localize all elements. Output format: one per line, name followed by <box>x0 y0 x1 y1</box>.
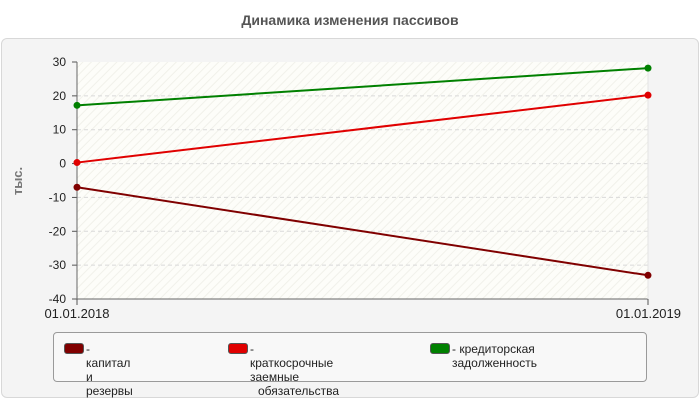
chart-title: Динамика изменения пассивов <box>241 12 459 28</box>
y-tick-label: -20 <box>49 224 67 238</box>
data-point[interactable] <box>73 101 81 109</box>
data-point[interactable] <box>73 159 81 167</box>
y-tick-label: 30 <box>53 55 67 69</box>
y-tick-label: 10 <box>53 123 67 137</box>
x-tick-label: 01.01.2019 <box>616 306 681 321</box>
legend-swatch-short-term-loans <box>228 343 248 354</box>
series-line-0[interactable] <box>76 186 649 277</box>
data-point[interactable] <box>73 183 81 191</box>
series-line-1[interactable] <box>76 94 649 164</box>
y-tick-label: -30 <box>49 258 67 272</box>
y-tick-label: 0 <box>59 157 66 171</box>
legend-swatch-capital <box>64 343 84 354</box>
data-point[interactable] <box>644 271 652 279</box>
y-tick-label: -10 <box>49 190 67 204</box>
legend: - капитал и резервы - краткосрочные заем… <box>53 332 647 398</box>
legend-label-short-term-loans: - краткосрочные заемные обязательства <box>250 342 339 398</box>
series-line-2[interactable] <box>76 67 649 107</box>
data-point[interactable] <box>644 64 652 72</box>
y-tick-label: 20 <box>53 89 67 103</box>
y-axis-title: тыс. <box>10 167 25 195</box>
legend-label-capital: - капитал и резервы <box>86 342 133 398</box>
y-tick-label: -40 <box>49 292 67 306</box>
legend-swatch-accounts-payable <box>430 343 450 354</box>
legend-label-accounts-payable: - кредиторская задолженность <box>452 342 537 370</box>
plot-area <box>77 62 648 299</box>
x-tick-label: 01.01.2018 <box>44 306 109 321</box>
data-point[interactable] <box>644 91 652 99</box>
